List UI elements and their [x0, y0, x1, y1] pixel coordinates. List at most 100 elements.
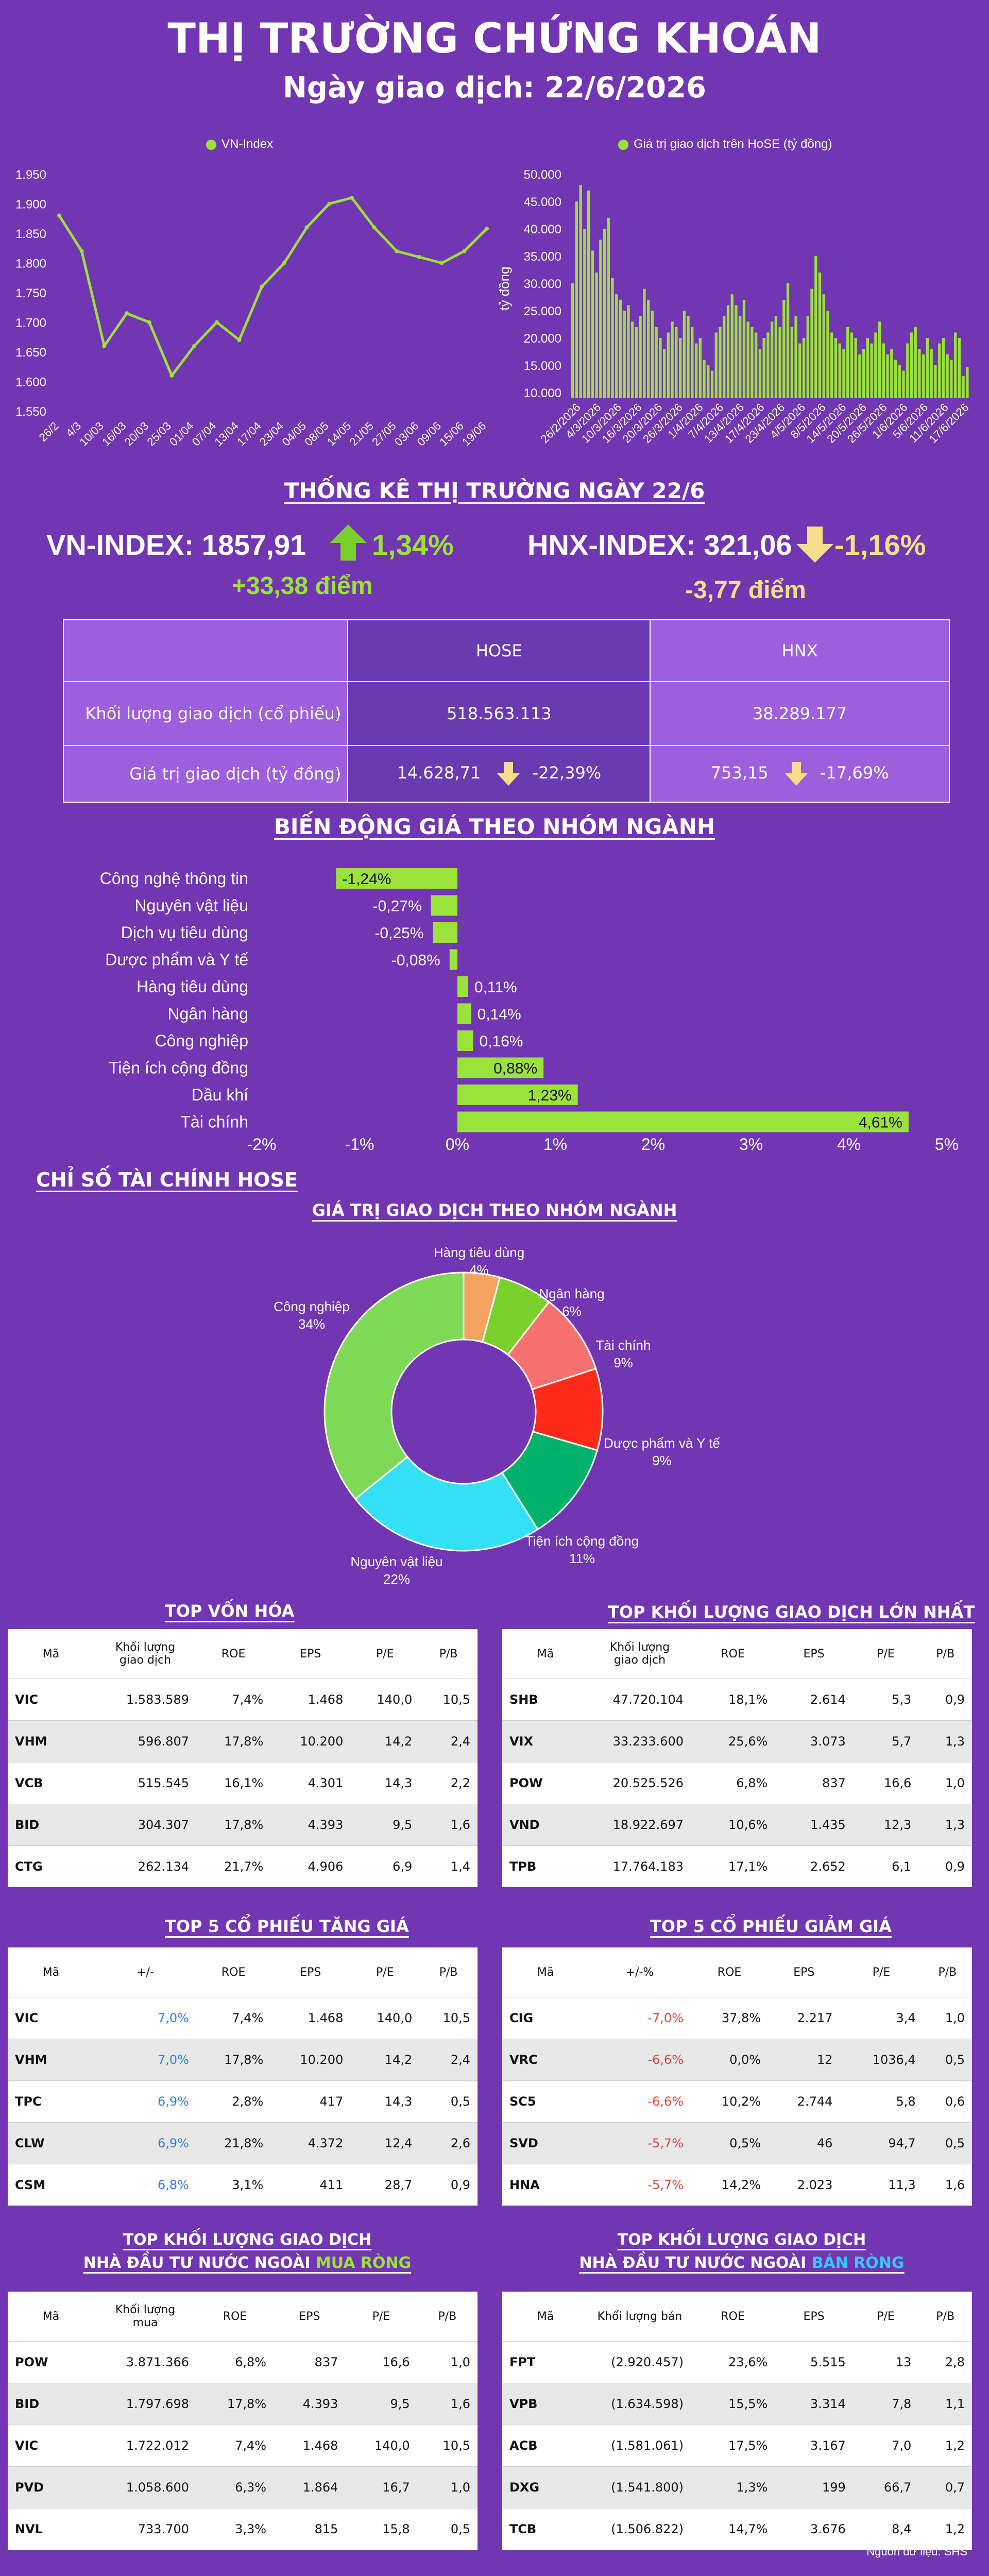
- table-cell: 4.393: [270, 1804, 351, 1846]
- value-bar: [698, 338, 702, 398]
- table-cell: 3,1%: [196, 2164, 271, 2206]
- table-cell: 3.676: [775, 2508, 853, 2550]
- table-row: BID 1.797.698 17,8% 4.393 9,5 1,6: [8, 2383, 478, 2425]
- value-chart: tỷ đồng 50.000 45.000 40.000 35.000 30.000 25…: [497, 168, 971, 446]
- table-cell: VHM: [8, 1720, 94, 1762]
- column-header: P/E: [372, 2310, 390, 2323]
- table-cell: 1,6: [923, 2164, 972, 2206]
- table-cell: 1.468: [270, 1679, 351, 1721]
- table-cell: 1,3: [918, 1720, 972, 1762]
- table-cell: NVL: [8, 2508, 94, 2550]
- category-label: Công nghiệp: [155, 1031, 248, 1050]
- table-row: POW 20.525.526 6,8% 837 16,6 1,0: [502, 1762, 972, 1804]
- x-tick-label: 0%: [446, 1135, 469, 1154]
- y-tick-label: 35.000: [524, 250, 561, 264]
- table-cell: 17,8%: [196, 2383, 274, 2425]
- value-bar: [667, 332, 670, 398]
- x-tick-label: 26/2: [37, 419, 61, 444]
- table-cell: 18,1%: [691, 1679, 775, 1721]
- table-cell: (2.920.457): [589, 2341, 691, 2383]
- value-bar: [694, 343, 698, 398]
- x-tick-label: 14/05: [325, 419, 354, 449]
- table-cell: 417: [270, 2080, 351, 2123]
- table-cell: 12,4: [350, 2122, 420, 2164]
- table-cell: 21,7%: [196, 1845, 271, 1887]
- table-cell: -7,0%: [589, 1997, 691, 2039]
- table-cell: 7,0: [852, 2425, 919, 2467]
- table-cell: 9,5: [345, 2383, 417, 2425]
- x-tick-label: -2%: [247, 1135, 277, 1154]
- value-bar: [894, 360, 897, 398]
- vnindex-points: +33,38 điểm: [232, 572, 373, 600]
- column-header: ROE: [221, 1965, 246, 1979]
- value-bar: [687, 316, 690, 398]
- sector-bar: [457, 976, 468, 997]
- table-row: TPB 17.764.183 17,1% 2.652 6,1 0,9: [502, 1845, 972, 1887]
- data-point: [349, 196, 354, 200]
- value-bar: [659, 338, 662, 398]
- value-bar: [854, 338, 857, 398]
- table-cell: 10,5: [419, 1997, 478, 2039]
- donut-chart: Hàng tiêu dùng 4% Ngân hàng 6% Tài chính 9% Dư…: [274, 1245, 720, 1587]
- data-label: -0,25%: [374, 925, 423, 942]
- x-tick-label: 16/03: [99, 419, 129, 449]
- row-label: Giá trị giao dịch (tỷ đồng): [62, 745, 349, 803]
- value-bar: [651, 311, 654, 398]
- sector-chart: Công nghệ thông tin -1,24% Nguyên vật liệu…: [100, 868, 959, 1154]
- data-point: [214, 320, 219, 325]
- table-cell: 94,7: [840, 2122, 923, 2164]
- vnindex-chart: 1.950 1.900 1.850 1.800 1.750 1.700 1.650 1.600…: [15, 168, 489, 449]
- value-bar: [846, 327, 849, 398]
- y-tick-label: 10.000: [524, 386, 561, 400]
- x-tick-label: 25/03: [144, 419, 174, 449]
- table-cell: 0,5: [923, 2039, 972, 2081]
- data-point: [327, 201, 332, 206]
- table-cell: 7,0%: [94, 1997, 196, 2039]
- table-cell: 7,0%: [94, 2039, 196, 2081]
- column-header: ROE: [223, 2310, 247, 2323]
- table-cell: (1.634.598): [589, 2383, 691, 2425]
- hnxindex-value: HNX-INDEX: 321,06: [527, 529, 792, 561]
- table-cell: 33.233.600: [589, 1720, 691, 1762]
- y-tick-label: 15.000: [524, 359, 561, 373]
- value-bar: [619, 299, 622, 398]
- table-cell: 10.200: [270, 1720, 351, 1762]
- table-cell: 3.314: [775, 2383, 853, 2425]
- value-bar: [762, 338, 765, 398]
- value-bar: [623, 311, 626, 398]
- value-bar: [918, 349, 921, 398]
- value-bar: [678, 338, 682, 398]
- table-cell: 8,4: [852, 2508, 919, 2550]
- table-cell: 1.058.600: [94, 2466, 196, 2509]
- value-bar: [710, 370, 714, 398]
- category-label: Hàng tiêu dùng: [137, 977, 248, 996]
- x-tick-label: 17/04: [234, 419, 264, 449]
- table-cell: 0,0%: [691, 2039, 769, 2081]
- table-cell: HNA: [502, 2164, 589, 2206]
- table-row: ACB (1.581.061) 17,5% 3.167 7,0 1,2: [502, 2425, 972, 2467]
- table-row: HNA -5,7% 14,2% 2.023 11,3 1,6: [502, 2164, 972, 2206]
- value-bar: [591, 250, 594, 398]
- table-cell: 837: [274, 2341, 346, 2383]
- table-cell: VCB: [8, 1762, 94, 1804]
- table-cell: 10.200: [270, 2039, 351, 2081]
- table-cell: 15,8: [345, 2508, 417, 2550]
- sector-bar: [336, 868, 457, 889]
- value-bar: [938, 343, 941, 398]
- table-cell: 4.372: [270, 2122, 351, 2164]
- table-cell: 815: [274, 2508, 346, 2550]
- table-cell: 14,3: [350, 2080, 420, 2123]
- value-bar: [579, 185, 582, 398]
- table-cell: 6,8%: [691, 1762, 775, 1804]
- value-bar: [730, 294, 734, 398]
- table-cell: 304.307: [94, 1804, 196, 1846]
- data-point: [395, 249, 399, 253]
- table-cell: 1,0: [417, 2466, 478, 2509]
- x-tick-label: 21/05: [347, 419, 377, 449]
- sector-bar: [457, 1111, 909, 1132]
- table-cell: 1,3: [918, 1804, 972, 1846]
- table-cell: 17.764.183: [589, 1845, 691, 1887]
- value-chart-ylabel: tỷ đồng: [497, 266, 512, 310]
- column-header: +/-%: [625, 1965, 654, 1979]
- value-bar: [647, 299, 650, 398]
